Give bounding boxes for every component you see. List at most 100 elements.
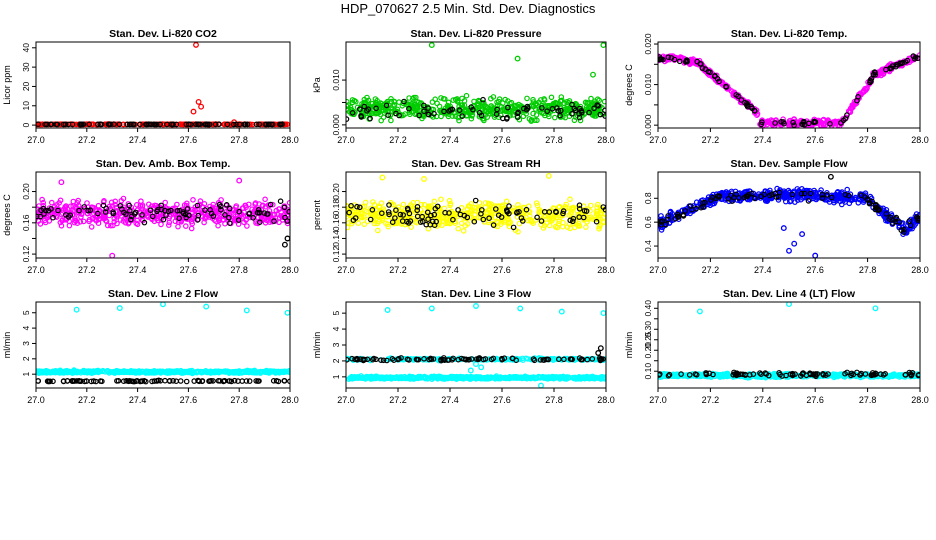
data-point (81, 369, 88, 376)
data-point (413, 375, 420, 382)
data-point (414, 213, 421, 220)
data-point (406, 210, 413, 217)
data-point (531, 117, 538, 124)
data-point (553, 223, 559, 230)
data-point (429, 99, 436, 105)
y-tick-label: 0.000 (643, 114, 653, 136)
data-point (844, 112, 850, 118)
data-point (385, 112, 391, 119)
data-point (387, 112, 394, 119)
data-point (367, 115, 373, 122)
data-point (57, 197, 64, 204)
data-point (567, 196, 573, 203)
data-point (487, 95, 494, 102)
data-point (475, 356, 482, 363)
data-point (262, 196, 268, 203)
data-point (406, 357, 412, 363)
data-point (597, 111, 604, 118)
data-point (222, 212, 228, 218)
data-point (139, 369, 146, 375)
data-point (87, 207, 94, 214)
data-point (567, 217, 574, 224)
data-point (126, 202, 133, 209)
data-point (99, 368, 106, 375)
data-point (902, 59, 909, 65)
data-point (264, 211, 270, 217)
data-point (193, 121, 199, 128)
data-point (537, 357, 544, 363)
x-tick-label: 27.4 (129, 135, 147, 145)
data-point (439, 214, 445, 221)
y-tick-label: 3 (21, 341, 31, 346)
data-point (149, 213, 156, 220)
data-point (107, 121, 114, 128)
data-point (388, 117, 394, 124)
data-point (355, 220, 362, 227)
data-point (528, 374, 535, 381)
data-point (516, 209, 522, 215)
data-point (346, 209, 353, 216)
data-point (424, 209, 431, 216)
data-point (754, 112, 760, 119)
data-point (210, 369, 217, 376)
data-point (682, 208, 689, 214)
data-point (174, 208, 181, 214)
data-point (271, 121, 278, 128)
data-point (674, 211, 681, 218)
data-point (665, 216, 671, 223)
data-point (455, 225, 462, 232)
y-axis-label: kPa (312, 77, 322, 93)
data-point (658, 56, 663, 63)
data-point (484, 209, 491, 216)
data-point (226, 378, 232, 384)
data-point (557, 107, 564, 114)
y-tick-label: 0 (21, 122, 31, 127)
chart-title: Stan. Dev. Line 3 Flow (421, 288, 532, 300)
data-point (346, 98, 350, 105)
data-point (136, 368, 142, 374)
data-point (243, 307, 250, 314)
data-point (707, 69, 713, 76)
data-point (85, 207, 91, 214)
data-point (48, 206, 54, 212)
y-tick-label: 5 (331, 311, 341, 316)
data-point (591, 105, 597, 112)
x-tick-label: 27.4 (754, 135, 772, 145)
data-point (435, 375, 441, 382)
data-point (450, 355, 456, 362)
data-point (162, 207, 168, 214)
data-point (493, 111, 500, 118)
data-point (896, 219, 903, 225)
data-point (109, 369, 116, 375)
data-point (506, 203, 512, 209)
data-point (263, 121, 270, 128)
data-point (176, 215, 182, 222)
data-point (274, 211, 281, 217)
data-point (805, 198, 812, 204)
data-point (173, 121, 180, 128)
data-point (412, 103, 419, 110)
data-point (534, 117, 540, 124)
data-point (235, 217, 242, 223)
data-point (819, 195, 826, 201)
data-point (476, 200, 483, 206)
data-point (602, 107, 606, 114)
data-point (50, 378, 56, 385)
data-point (791, 240, 798, 247)
data-point (143, 121, 149, 128)
data-point (671, 56, 678, 63)
data-point (244, 223, 250, 229)
data-point (541, 96, 547, 102)
data-point (864, 85, 870, 91)
data-point (480, 356, 487, 363)
data-point (190, 197, 196, 203)
data-point (194, 368, 201, 375)
data-point (434, 100, 440, 107)
data-point (534, 102, 540, 109)
data-point (575, 220, 582, 227)
data-point (468, 356, 475, 362)
data-point (714, 76, 721, 82)
data-point (597, 345, 604, 352)
